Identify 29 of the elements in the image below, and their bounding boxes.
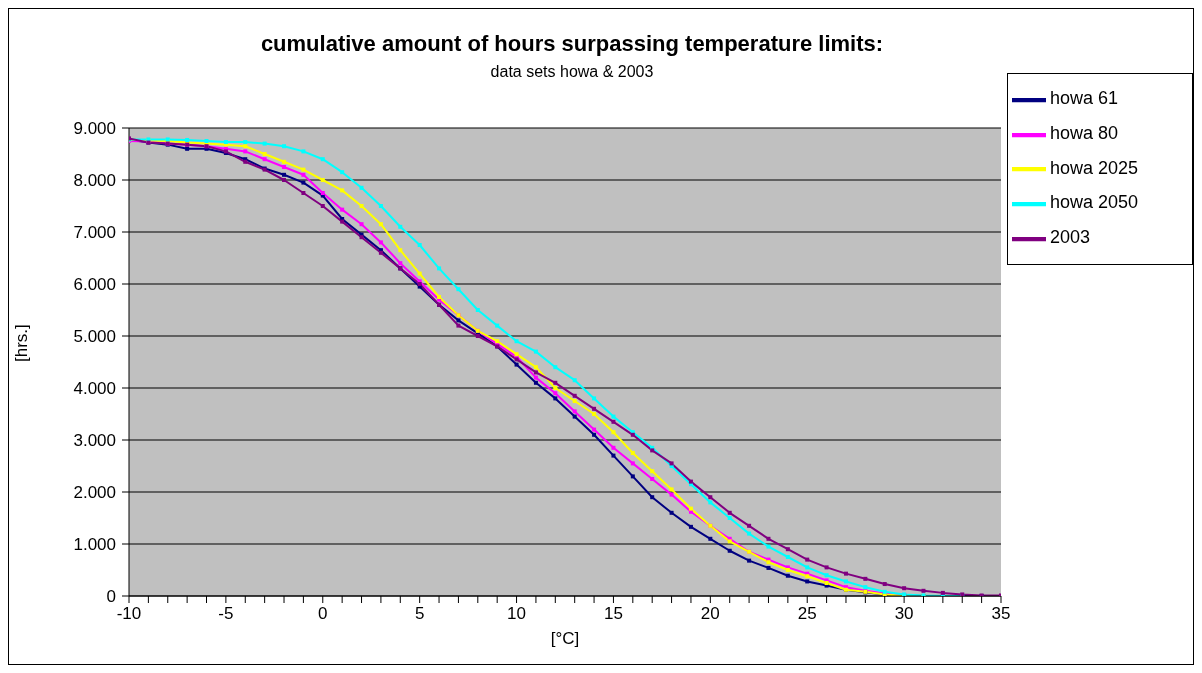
legend-label: howa 2025 [1050,157,1139,178]
legend-label: howa 61 [1050,88,1119,108]
y-tick-label: 5.000 [73,327,116,346]
y-tick-label: 4.000 [73,379,116,398]
x-tick-label: 10 [507,604,527,623]
y-tick-label: 1.000 [73,535,116,554]
y-tick-label: 3.000 [73,431,116,450]
y-tick-label: 7.000 [73,223,116,242]
x-tick-label: 20 [700,604,720,623]
y-tick-label: 8.000 [73,171,116,190]
x-axis-title: [°C] [550,629,580,648]
x-tick-label: 15 [603,604,623,623]
x-tick-label: -5 [218,604,234,623]
y-tick-label: 2.000 [73,483,116,502]
chart-subtitle: data sets howa & 2003 [489,63,655,81]
x-tick-label: 0 [318,604,328,623]
legend-label: 2003 [1050,227,1091,248]
chart-title: cumulative amount of hours surpassing temperature limits: [259,31,885,57]
y-tick-label: 0 [106,587,116,606]
x-tick-label: 25 [797,604,817,623]
y-tick-label: 9.000 [73,119,116,138]
legend-label: howa 2050 [1050,192,1139,213]
y-tick-label: 6.000 [73,275,116,294]
x-tick-label: 30 [894,604,914,623]
x-tick-label: 5 [414,604,425,623]
y-axis-title: [hrs.] [12,324,32,362]
legend-label: howa 80 [1050,122,1119,143]
x-tick-label: -10 [116,604,142,623]
x-tick-label: 35 [991,604,1011,623]
